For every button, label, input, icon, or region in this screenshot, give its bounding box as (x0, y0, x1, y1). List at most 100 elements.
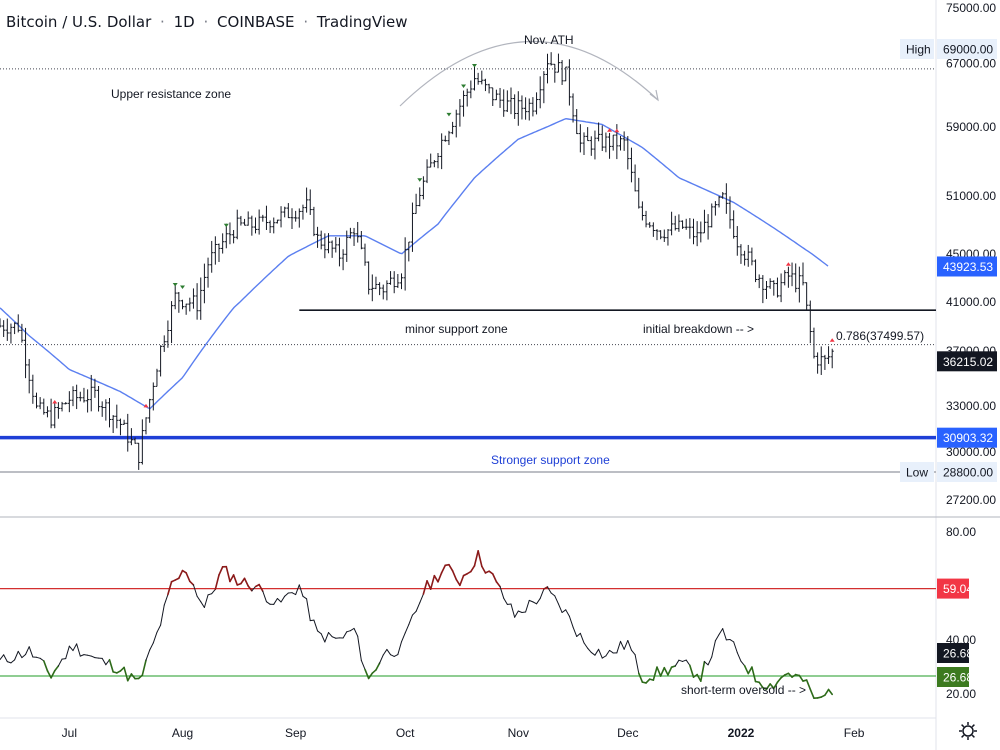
ohlc-bar (644, 210, 648, 228)
rsi-segment (699, 660, 706, 682)
ohlc-bar (498, 87, 502, 108)
rsi-segment (265, 601, 271, 605)
rsi-segment (53, 665, 60, 672)
rsi-segment (772, 681, 779, 690)
rsi-segment (510, 603, 516, 618)
rsi-segment (295, 584, 300, 596)
ohlc-bar (728, 196, 732, 229)
rsi-segment (6, 661, 12, 664)
rsi-segment (499, 586, 505, 599)
ohlc-bar (242, 218, 247, 226)
ohlc-bar (761, 275, 765, 304)
ohlc-bar (633, 164, 637, 192)
ohlc-bar (648, 221, 652, 228)
rsi-segment (167, 580, 173, 596)
rsi-segment (243, 577, 249, 587)
ohlc-bar (239, 215, 243, 226)
price-badge-last: 36215.02 (937, 351, 997, 372)
ohlc-bar (458, 99, 462, 127)
ohlc-bar (407, 241, 411, 262)
rsi-segment (539, 588, 545, 599)
ohlc-bar (673, 215, 677, 231)
settings-gear-icon[interactable] (959, 722, 977, 740)
time-axis[interactable]: Jul Aug Sep Oct Nov Dec 2022 Feb (62, 726, 865, 740)
rsi-segment (605, 649, 611, 657)
ohlc-bar (662, 229, 666, 242)
ath-arc (399, 40, 659, 107)
rsi-segment (10, 659, 16, 664)
ohlc-bar (359, 231, 363, 250)
ohlc-bar (275, 219, 279, 224)
rsi-segment (229, 574, 235, 583)
ohlc-bar (757, 274, 761, 289)
rsi-segment (149, 642, 154, 651)
ohlc-bar (20, 323, 24, 343)
price-tick-label: 67000.00 (946, 57, 996, 71)
ohlc-bar (210, 240, 214, 273)
ohlc-bar (487, 83, 491, 94)
rsi-segment (645, 678, 651, 684)
ohlc-bar (695, 221, 699, 247)
rsi-segment (401, 632, 406, 643)
rsi-segment (623, 639, 629, 650)
ohlc-bar (640, 201, 644, 221)
ohlc-bar (323, 233, 327, 259)
rsi-segment (433, 574, 439, 583)
ohlc-bar (64, 402, 68, 405)
rsi-segment (94, 657, 100, 659)
ohlc-bar (772, 280, 776, 296)
fib-label: 0.786(37499.57) (836, 329, 924, 343)
ohlc-bar (184, 303, 188, 315)
rsi-segment (349, 627, 355, 632)
ohlc-bar (129, 428, 133, 446)
ohlc-bar (155, 368, 159, 387)
ohlc-bar (345, 230, 349, 262)
rsi-tick-label: 80.00 (946, 525, 976, 539)
rsi-segment (707, 656, 713, 666)
ohlc-bar (388, 271, 393, 285)
ohlc-bar (461, 90, 466, 117)
rsi-badge-overbought: 59.04 (937, 578, 973, 599)
ohlc-bar (385, 280, 389, 301)
rsi-segment (722, 628, 727, 641)
rsi-segment (379, 654, 384, 664)
ohlc-bar (509, 87, 513, 115)
ohlc-bar (224, 223, 228, 249)
rsi-segment (703, 661, 709, 666)
ohlc-bar (702, 209, 707, 234)
ohlc-bar (144, 417, 148, 435)
ohlc-bar (56, 402, 60, 419)
rsi-segment (663, 666, 669, 676)
ohlc-bar (111, 415, 115, 434)
ohlc-bar (341, 249, 345, 271)
rsi-segment (313, 619, 319, 632)
rsi-segment (652, 666, 658, 681)
ohlc-bar (567, 59, 571, 106)
rsi-segment (674, 659, 680, 667)
rsi-segment (367, 672, 374, 680)
svg-text:43923.53: 43923.53 (943, 260, 993, 274)
ma-line (0, 117, 829, 410)
ohlc-bar (743, 250, 747, 266)
ohlc-bar (816, 352, 820, 374)
ohlc-bar (819, 346, 823, 375)
ohlc-bar (739, 244, 743, 264)
sell-signal-marker (607, 128, 613, 132)
ohlc-bar (582, 132, 586, 155)
ohlc-bar (78, 391, 82, 402)
ohlc-bar (502, 89, 506, 117)
rsi-segment (324, 632, 329, 643)
rsi-segment (583, 642, 589, 649)
rsi-segment (247, 585, 253, 592)
rsi-badges: 59.04 26.68 26.68 (937, 578, 973, 687)
ohlc-bar (250, 215, 254, 236)
rsi-segment (634, 654, 640, 674)
ohlc-bar (812, 327, 816, 359)
ohlc-bar (505, 90, 509, 112)
ohlc-bar (151, 382, 155, 411)
rsi-segment (251, 586, 256, 592)
moving-average (0, 117, 829, 410)
ohlc-bar (348, 227, 352, 239)
